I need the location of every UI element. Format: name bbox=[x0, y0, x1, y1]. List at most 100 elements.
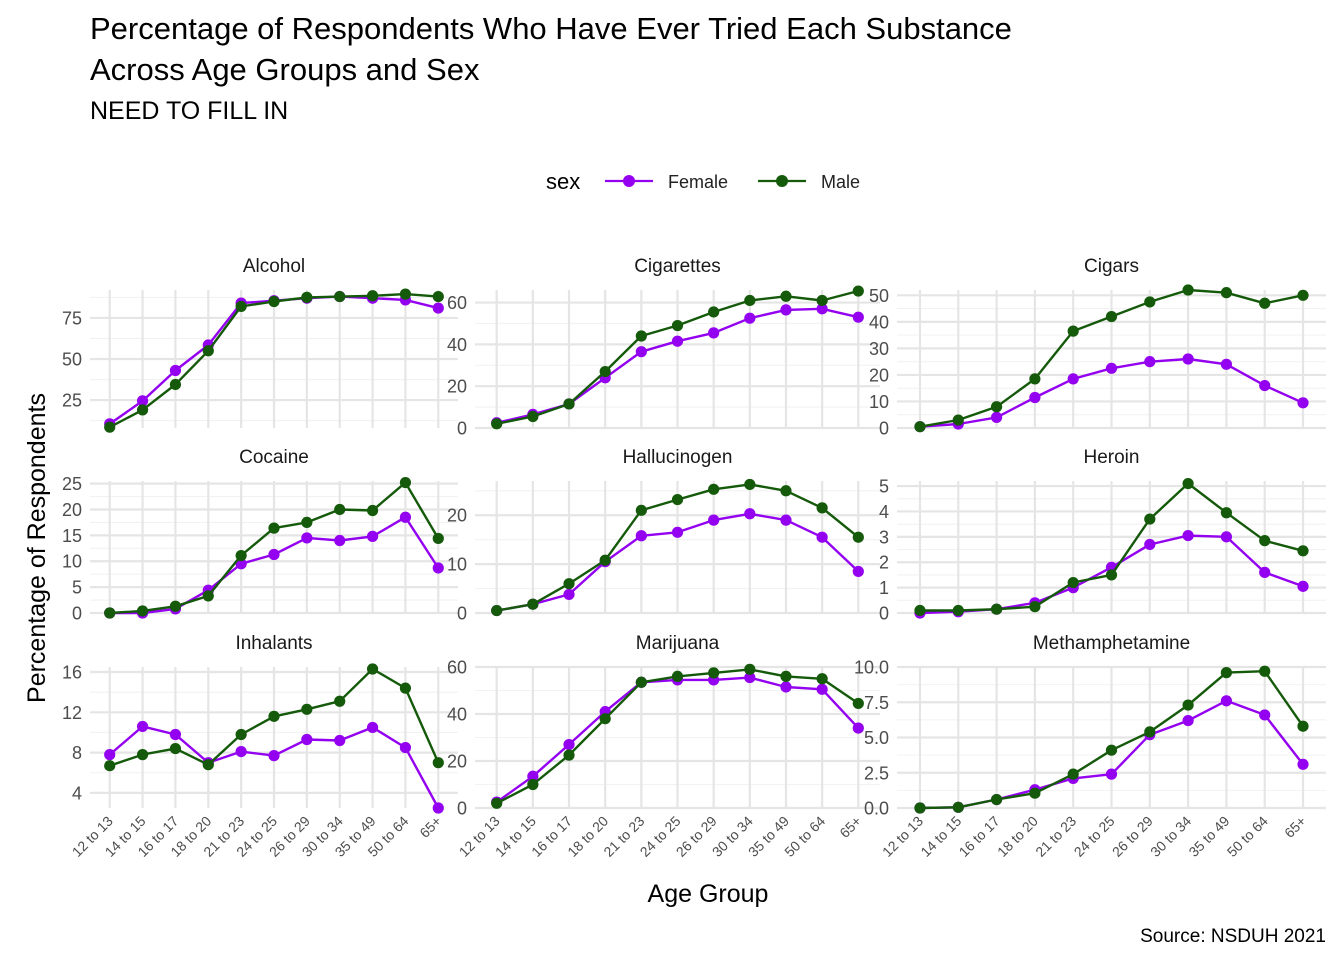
point-heroin-female-6 bbox=[1144, 538, 1156, 551]
point-heroin-male-8 bbox=[1220, 507, 1233, 519]
y-tick-label-cigarettes-1: 20 bbox=[447, 377, 467, 397]
point-hallucinogen-male-5 bbox=[671, 493, 684, 506]
y-tick-label-alcohol-1: 50 bbox=[62, 350, 82, 370]
point-methamphetamine-male-10 bbox=[1297, 720, 1309, 732]
point-marijuana-male-6 bbox=[708, 667, 720, 679]
point-cocaine-female-8 bbox=[366, 530, 379, 542]
point-cigarettes-female-5 bbox=[671, 335, 684, 347]
point-marijuana-male-1 bbox=[527, 778, 539, 791]
point-alcohol-male-3 bbox=[202, 345, 214, 357]
point-methamphetamine-male-0 bbox=[914, 802, 926, 814]
point-alcohol-female-2 bbox=[169, 364, 182, 377]
y-tick-label-heroin-1: 1 bbox=[879, 578, 889, 598]
point-hallucinogen-female-5 bbox=[671, 526, 684, 538]
y-tick-label-cocaine-3: 15 bbox=[62, 526, 82, 546]
point-heroin-male-7 bbox=[1182, 477, 1194, 490]
point-hallucinogen-male-2 bbox=[563, 578, 575, 590]
point-heroin-male-9 bbox=[1259, 535, 1271, 547]
point-inhalants-male-4 bbox=[235, 728, 247, 741]
panel-cocaine: Cocaine 0 5 10 15 20 25 bbox=[62, 447, 458, 624]
point-inhalants-male-5 bbox=[268, 710, 280, 722]
point-cigars-female-2 bbox=[990, 411, 1003, 423]
legend: sex Female Male bbox=[546, 169, 860, 194]
point-cigarettes-male-0 bbox=[491, 418, 503, 430]
point-heroin-male-6 bbox=[1144, 513, 1156, 525]
point-cocaine-female-4 bbox=[235, 558, 247, 570]
point-marijuana-female-8 bbox=[780, 681, 792, 693]
point-marijuana-male-8 bbox=[780, 670, 792, 683]
point-alcohol-male-1 bbox=[136, 404, 149, 416]
point-cocaine-male-4 bbox=[235, 549, 247, 562]
point-inhalants-male-3 bbox=[202, 759, 214, 771]
x-tick-label-marijuana-9: 50 to 64 bbox=[781, 813, 828, 860]
point-cocaine-male-3 bbox=[202, 590, 214, 602]
x-tick-label-methamphetamine-6: 26 to 29 bbox=[1109, 813, 1156, 860]
point-hallucinogen-female-9 bbox=[816, 531, 828, 543]
x-tick-label-methamphetamine-5: 24 to 25 bbox=[1071, 813, 1118, 860]
point-inhalants-female-9 bbox=[399, 741, 412, 754]
point-heroin-male-0 bbox=[914, 604, 926, 617]
y-tick-label-heroin-5: 5 bbox=[879, 477, 889, 497]
x-tick-label-inhalants-10: 65+ bbox=[416, 813, 444, 841]
strip-label-inhalants: Inhalants bbox=[235, 633, 312, 654]
point-cigars-female-10 bbox=[1297, 397, 1309, 409]
point-methamphetamine-male-5 bbox=[1105, 744, 1118, 756]
chart-title-line2: Across Age Groups and Sex bbox=[90, 52, 480, 87]
point-marijuana-female-7 bbox=[744, 671, 756, 684]
y-tick-label-inhalants-1: 8 bbox=[72, 743, 82, 763]
point-cigars-female-7 bbox=[1182, 353, 1194, 365]
point-alcohol-male-6 bbox=[301, 291, 313, 303]
point-hallucinogen-male-0 bbox=[491, 604, 503, 617]
point-cigars-male-0 bbox=[914, 421, 926, 433]
point-inhalants-male-6 bbox=[301, 703, 313, 715]
x-tick-label-methamphetamine-7: 30 to 34 bbox=[1147, 813, 1194, 860]
point-methamphetamine-male-9 bbox=[1259, 665, 1271, 677]
y-tick-label-heroin-0: 0 bbox=[879, 604, 889, 624]
y-tick-label-marijuana-1: 20 bbox=[447, 752, 467, 772]
y-axis-title: Percentage of Respondents bbox=[23, 393, 51, 703]
point-inhalants-male-0 bbox=[104, 760, 116, 772]
point-inhalants-male-9 bbox=[399, 682, 412, 694]
point-alcohol-male-4 bbox=[235, 300, 247, 313]
point-hallucinogen-male-7 bbox=[744, 478, 756, 491]
point-cocaine-male-8 bbox=[366, 504, 379, 517]
point-cigarettes-female-8 bbox=[780, 304, 792, 316]
x-tick-label-methamphetamine-1: 14 to 15 bbox=[917, 813, 964, 860]
point-cigarettes-male-7 bbox=[744, 294, 756, 307]
point-inhalants-female-8 bbox=[366, 721, 379, 734]
point-heroin-male-2 bbox=[990, 603, 1003, 615]
point-cocaine-male-9 bbox=[399, 476, 412, 489]
point-methamphetamine-male-3 bbox=[1029, 787, 1041, 799]
chart-title-line1: Percentage of Respondents Who Have Ever … bbox=[90, 11, 1012, 46]
x-tick-label-methamphetamine-8: 35 to 49 bbox=[1185, 813, 1232, 860]
point-cigars-female-6 bbox=[1144, 356, 1156, 368]
point-cocaine-female-7 bbox=[334, 534, 346, 547]
point-marijuana-female-9 bbox=[816, 683, 828, 695]
y-tick-label-methamphetamine-3: 7.5 bbox=[864, 693, 889, 713]
point-marijuana-male-10 bbox=[852, 697, 864, 710]
point-marijuana-male-7 bbox=[744, 663, 756, 675]
point-methamphetamine-female-9 bbox=[1259, 709, 1271, 721]
x-tick-label-methamphetamine-3: 18 to 20 bbox=[994, 813, 1041, 860]
point-inhalants-male-2 bbox=[169, 742, 182, 755]
x-tick-label-methamphetamine-0: 12 to 13 bbox=[879, 813, 926, 860]
y-tick-label-methamphetamine-2: 5.0 bbox=[864, 728, 889, 748]
y-tick-label-cocaine-1: 5 bbox=[72, 578, 82, 598]
point-cigarettes-female-4 bbox=[635, 346, 647, 358]
point-marijuana-female-10 bbox=[852, 722, 864, 734]
point-cigarettes-female-7 bbox=[744, 312, 756, 324]
y-tick-label-cigarettes-3: 60 bbox=[447, 293, 467, 313]
point-cigars-male-1 bbox=[952, 414, 964, 426]
y-tick-label-cigars-4: 40 bbox=[869, 312, 889, 332]
panel-hallucinogen: Hallucinogen 0 10 20 bbox=[447, 447, 880, 624]
point-inhalants-female-2 bbox=[169, 728, 182, 741]
x-tick-label-methamphetamine-4: 21 to 23 bbox=[1032, 813, 1079, 860]
point-cigarettes-female-10 bbox=[852, 311, 864, 323]
point-hallucinogen-male-1 bbox=[527, 598, 539, 610]
y-tick-label-inhalants-2: 12 bbox=[62, 703, 82, 723]
point-marijuana-male-3 bbox=[599, 713, 611, 725]
point-methamphetamine-female-7 bbox=[1182, 714, 1194, 727]
y-tick-label-methamphetamine-0: 0.0 bbox=[864, 799, 889, 819]
point-cocaine-female-10 bbox=[432, 562, 444, 574]
